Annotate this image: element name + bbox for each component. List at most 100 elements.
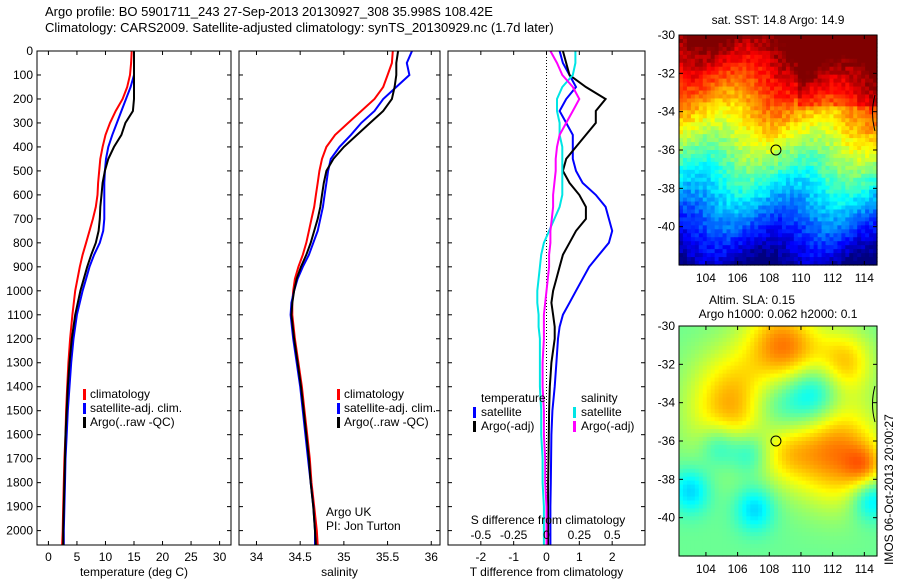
map-cell: [813, 46, 819, 52]
map-cell: [738, 90, 743, 96]
map-cell: [686, 452, 692, 458]
map-cell: [849, 150, 854, 155]
map-cell: [726, 153, 732, 159]
map-cell: [679, 118, 684, 123]
map-cell: [694, 369, 700, 375]
map-cell: [710, 189, 716, 195]
map-cell: [754, 452, 759, 458]
map-cell: [853, 261, 858, 266]
map-cell: [861, 365, 866, 371]
map-cell: [710, 94, 716, 100]
map-cell: [821, 253, 827, 258]
map-cell: [694, 74, 700, 80]
map-cell: [801, 122, 807, 127]
map-cell: [837, 373, 842, 379]
map-cell: [758, 50, 763, 56]
map-cell: [746, 241, 751, 246]
map-cell: [714, 165, 720, 171]
map-cell: [829, 261, 835, 266]
map-cell: [754, 221, 759, 226]
map-cell: [758, 245, 763, 250]
map-cell: [774, 233, 779, 238]
map-cell: [682, 82, 688, 88]
map-cell: [714, 361, 720, 367]
map-cell: [746, 50, 751, 56]
map-cell: [726, 261, 732, 266]
map-cell: [730, 74, 736, 80]
map-cell: [837, 50, 842, 56]
map-cell: [686, 429, 692, 434]
map-cell: [762, 201, 767, 207]
map-cell: [722, 122, 728, 127]
map-cell: [766, 337, 771, 343]
map-cell: [809, 58, 815, 64]
map-cell: [837, 237, 842, 242]
map-cell: [762, 94, 767, 100]
map-cell: [726, 70, 732, 76]
map-cell: [738, 441, 743, 446]
map-cell: [861, 237, 866, 242]
map-cell: [706, 213, 712, 219]
map-cell: [861, 118, 866, 123]
map-cell: [849, 74, 854, 80]
map-cell: [742, 185, 747, 191]
map-cell: [865, 209, 870, 215]
map-cell: [770, 165, 775, 171]
map-cell: [825, 150, 831, 155]
map-cell: [865, 106, 870, 111]
map-cell: [754, 110, 759, 115]
map-cell: [754, 393, 759, 398]
map-cell: [809, 78, 815, 84]
map-cell: [813, 425, 819, 430]
map-cell: [817, 441, 823, 446]
map-cell: [865, 78, 870, 84]
map-cell: [698, 448, 704, 454]
map-cell: [774, 82, 779, 88]
map-cell: [869, 146, 874, 151]
map-cell: [710, 50, 716, 56]
map-cell: [857, 165, 862, 171]
map-cell: [718, 257, 724, 262]
map-cell: [730, 233, 736, 238]
map-cell: [714, 118, 720, 123]
map-cell: [742, 464, 747, 470]
map-cell: [861, 452, 866, 458]
map-cell: [718, 177, 724, 183]
map-cell: [730, 452, 736, 458]
map-cell: [785, 233, 791, 238]
map-cell: [785, 389, 791, 395]
map-cell: [797, 393, 803, 398]
map-cell: [841, 153, 846, 159]
map-cell: [853, 82, 858, 88]
map-cell: [821, 413, 827, 418]
map-cell: [706, 333, 712, 339]
map-cell: [841, 361, 846, 367]
map-cell: [801, 205, 807, 211]
map-cell: [785, 185, 791, 191]
map-cell: [841, 401, 846, 406]
map-cell: [857, 413, 862, 418]
map-cell: [841, 189, 846, 195]
map-cell: [857, 217, 862, 222]
map-cell: [833, 185, 838, 191]
map-cell: [734, 205, 739, 211]
map-cell: [821, 142, 827, 147]
x-tick-label: -2: [475, 550, 486, 564]
map-cell: [754, 369, 759, 375]
map-cell: [762, 98, 767, 104]
map-cell: [682, 237, 688, 242]
map-cell: [746, 365, 751, 371]
map-cell: [774, 417, 779, 422]
map-cell: [679, 444, 684, 450]
map-cell: [833, 177, 838, 183]
map-cell: [682, 173, 688, 179]
map-cell: [694, 456, 700, 462]
map-cell: [694, 177, 700, 183]
x2-tick-label: -0.25: [500, 528, 528, 542]
map-cell: [690, 173, 696, 179]
map-cell: [825, 429, 831, 434]
map-cell: [849, 333, 854, 339]
y-tick-label: 1900: [6, 500, 33, 514]
map-cell: [865, 456, 870, 462]
map-cell: [801, 233, 807, 238]
